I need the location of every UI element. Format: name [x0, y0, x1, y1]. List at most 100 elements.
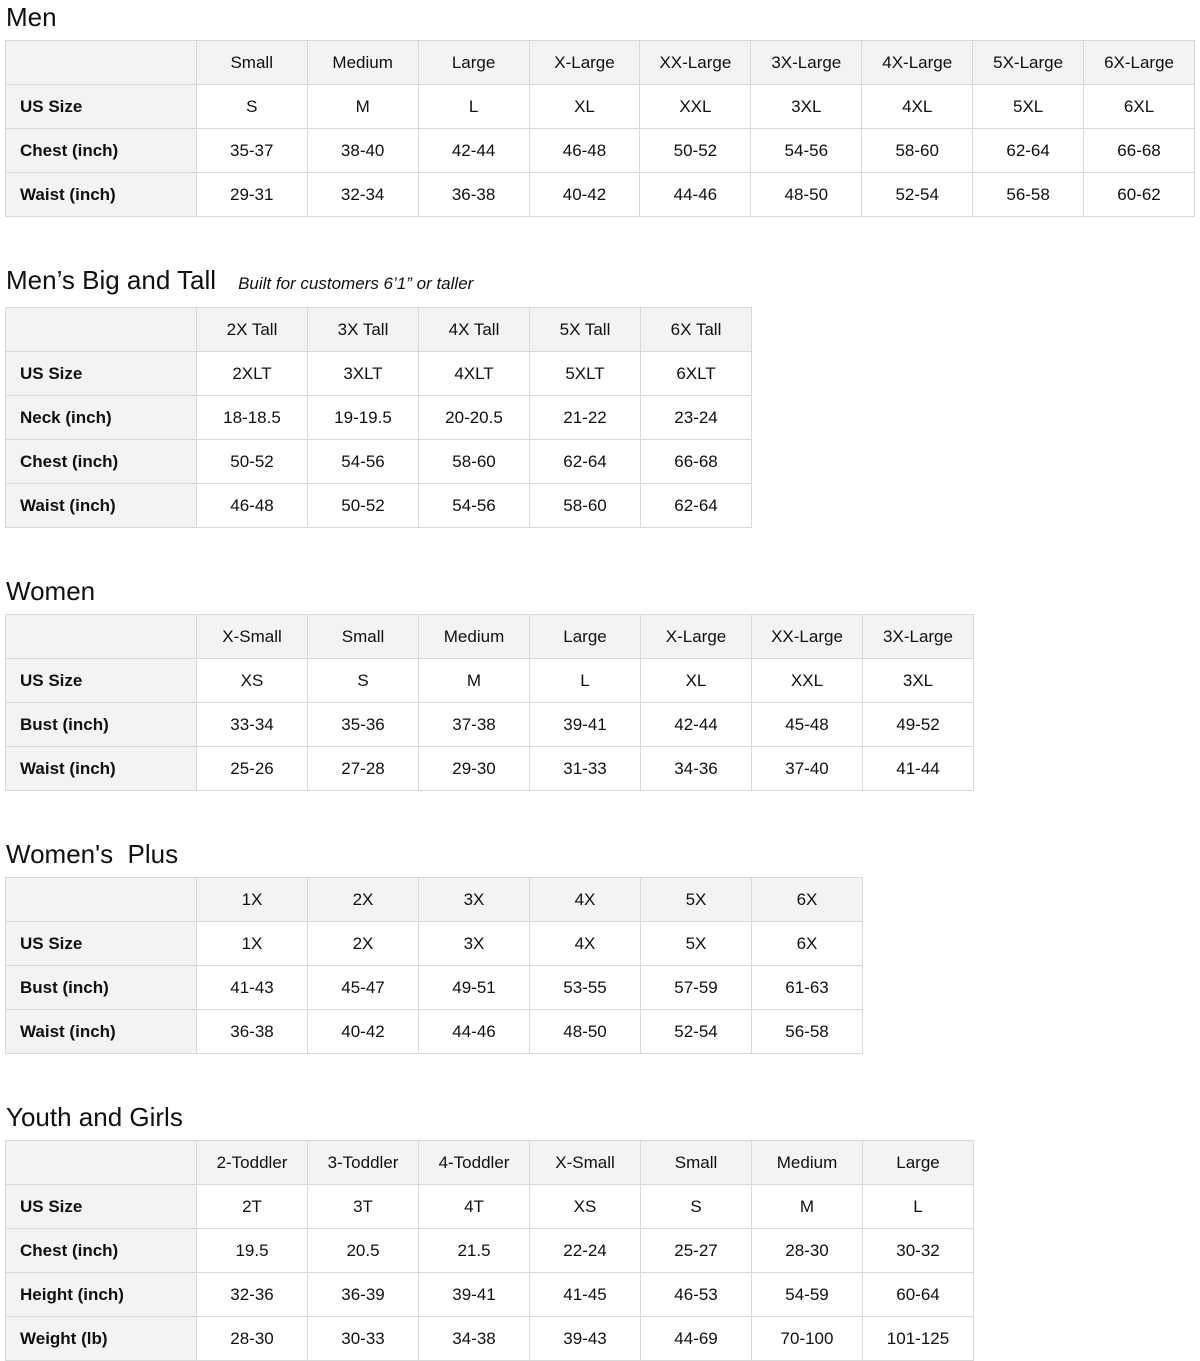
size-cell: XS	[196, 658, 308, 703]
size-cell: 5XL	[972, 84, 1085, 129]
size-cell: 4X	[529, 921, 641, 966]
size-cell: 30-32	[862, 1228, 974, 1273]
size-cell: 35-36	[307, 702, 419, 747]
row-label: US Size	[5, 1184, 197, 1229]
column-header: Small	[195, 40, 308, 85]
size-table-women: X-Small Small Medium Large X-Large XX-Large 3X…	[5, 614, 974, 791]
size-cell: 36-38	[196, 1009, 308, 1054]
column-header: Large	[529, 614, 641, 659]
row-label: Waist (inch)	[5, 172, 197, 217]
section-title-women: Women	[6, 576, 1195, 606]
column-header: 4X Tall	[418, 307, 530, 352]
table-corner-cell	[5, 877, 197, 922]
column-header: X-Large	[528, 40, 641, 85]
size-cell: 4XL	[861, 84, 974, 129]
size-cell: 5XLT	[529, 351, 641, 396]
row-label: Neck (inch)	[5, 395, 197, 440]
size-cell: 66-68	[1083, 128, 1195, 173]
size-cell: 44-46	[639, 172, 752, 217]
size-cell: 27-28	[307, 746, 419, 791]
size-cell: 50-52	[639, 128, 752, 173]
table-row: Waist (inch) 29-31 32-34 36-38 40-42 44-46 48-…	[5, 172, 1195, 217]
size-cell: XL	[528, 84, 641, 129]
column-header: 4X-Large	[861, 40, 974, 85]
size-cell: 48-50	[750, 172, 863, 217]
table-corner-cell	[5, 307, 197, 352]
row-label: Chest (inch)	[5, 1228, 197, 1273]
size-cell: 39-41	[529, 702, 641, 747]
section-title-youth-and-girls: Youth and Girls	[6, 1102, 1195, 1132]
size-cell: 22-24	[529, 1228, 641, 1273]
size-cell: 62-64	[529, 439, 641, 484]
column-header: 6X-Large	[1083, 40, 1195, 85]
size-cell: 41-43	[196, 965, 308, 1010]
size-cell: 56-58	[751, 1009, 863, 1054]
size-cell: 70-100	[751, 1316, 863, 1361]
size-cell: 6XLT	[640, 351, 752, 396]
row-label: Bust (inch)	[5, 702, 197, 747]
size-cell: 39-41	[418, 1272, 530, 1317]
column-header: 6X Tall	[640, 307, 752, 352]
size-cell: 54-56	[418, 483, 530, 528]
size-cell: 54-59	[751, 1272, 863, 1317]
size-cell: 36-38	[417, 172, 530, 217]
column-header: 5X-Large	[972, 40, 1085, 85]
size-cell: 32-36	[196, 1272, 308, 1317]
column-header: Large	[417, 40, 530, 85]
size-cell: 1X	[196, 921, 308, 966]
size-cell: XXL	[639, 84, 752, 129]
size-cell: 50-52	[307, 483, 419, 528]
section-title-text: Youth and Girls	[6, 1102, 183, 1132]
size-cell: 6X	[751, 921, 863, 966]
column-header: 1X	[196, 877, 308, 922]
size-cell: 46-53	[640, 1272, 752, 1317]
table-corner-cell	[5, 1140, 197, 1185]
table-row: US Size XS S M L XL XXL 3XL	[5, 658, 974, 703]
section-title-women-s-plus: Women's Plus	[6, 839, 1195, 869]
size-cell: 2T	[196, 1184, 308, 1229]
column-header: 3X	[418, 877, 530, 922]
column-header: X-Large	[640, 614, 752, 659]
header-row: Small Medium Large X-Large XX-Large 3X-Large 4…	[5, 40, 1195, 85]
column-header: XX-Large	[751, 614, 863, 659]
size-cell: S	[640, 1184, 752, 1229]
size-cell: 44-69	[640, 1316, 752, 1361]
size-cell: 60-62	[1083, 172, 1195, 217]
row-label: US Size	[5, 658, 197, 703]
header-row: 1X 2X 3X 4X 5X 6X	[5, 877, 863, 922]
size-cell: 40-42	[307, 1009, 419, 1054]
size-cell: 40-42	[528, 172, 641, 217]
size-cell: 62-64	[640, 483, 752, 528]
size-cell: XXL	[751, 658, 863, 703]
size-cell: 3XL	[750, 84, 863, 129]
size-cell: 5X	[640, 921, 752, 966]
size-cell: XS	[529, 1184, 641, 1229]
size-cell: 2X	[307, 921, 419, 966]
table-corner-cell	[5, 614, 197, 659]
table-row: US Size 2XLT 3XLT 4XLT 5XLT 6XLT	[5, 351, 752, 396]
size-cell: 57-59	[640, 965, 752, 1010]
size-cell: 49-51	[418, 965, 530, 1010]
table-row: Weight (lb) 28-30 30-33 34-38 39-43 44-69 70-1…	[5, 1316, 974, 1361]
size-cell: 52-54	[861, 172, 974, 217]
size-cell: M	[306, 84, 419, 129]
size-cell: 18-18.5	[196, 395, 308, 440]
size-cell: 3XL	[862, 658, 974, 703]
size-cell: 58-60	[418, 439, 530, 484]
size-chart-section-women-s-plus: Women's Plus 1X 2X 3X 4X 5X 6X US Size 1X 2X 3X 4X 5…	[5, 839, 1195, 1054]
size-cell: 25-26	[196, 746, 308, 791]
size-cell: 54-56	[750, 128, 863, 173]
size-cell: S	[195, 84, 308, 129]
size-cell: 21.5	[418, 1228, 530, 1273]
size-table-women-s-plus: 1X 2X 3X 4X 5X 6X US Size 1X 2X 3X 4X 5X 6X Bust (inc…	[5, 877, 863, 1054]
size-cell: 52-54	[640, 1009, 752, 1054]
section-title-text: Women	[6, 576, 96, 606]
size-cell: 56-58	[972, 172, 1085, 217]
column-header: 6X	[751, 877, 863, 922]
size-cell: 44-46	[418, 1009, 530, 1054]
size-cell: L	[862, 1184, 974, 1229]
size-cell: 39-43	[529, 1316, 641, 1361]
column-header: Medium	[306, 40, 419, 85]
size-chart-section-women: Women X-Small Small Medium Large X-Large XX-La…	[5, 576, 1195, 791]
size-cell: 60-64	[862, 1272, 974, 1317]
